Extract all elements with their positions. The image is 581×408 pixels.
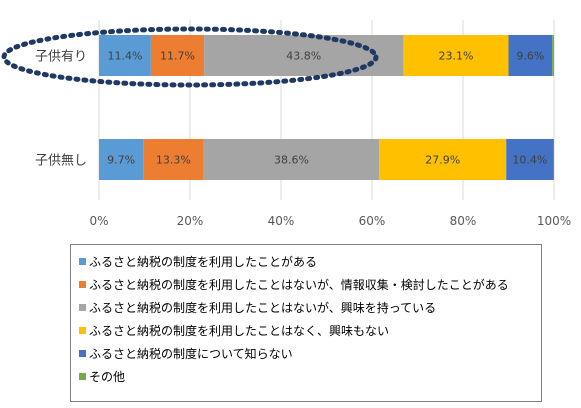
legend-label: ふるさと納税の制度を利用したことがある	[89, 255, 318, 269]
bar-segment	[552, 35, 554, 76]
bar-segment	[143, 139, 204, 180]
legend-swatch	[79, 281, 86, 288]
legend-swatch	[79, 327, 86, 334]
legend-swatch	[79, 373, 86, 380]
category-label: 子供有り	[35, 50, 87, 65]
legend-item: ふるさと納税の制度を利用したことはなく、興味もない	[79, 319, 541, 342]
data-label: 38.6%	[274, 154, 309, 167]
legend-swatch	[79, 304, 86, 311]
legend-swatch	[79, 350, 86, 357]
category-label: 子供無し	[35, 154, 87, 169]
legend: ふるさと納税の制度を利用したことがあるふるさと納税の制度を利用したことはないが、…	[70, 244, 542, 402]
x-tick-label: 80%	[450, 214, 477, 228]
highlight-annotation	[1, 26, 379, 88]
legend-item: ふるさと納税の制度を利用したことがある	[79, 250, 541, 273]
data-label: 27.9%	[425, 154, 460, 167]
stacked-bar-chart: 11.4% 11.7% 43.8% 23.1% 9.6% 9.7% 13.3% 38.6% 27…	[1, 20, 571, 228]
legend-label: ふるさと納税の制度を利用したことはなく、興味もない	[89, 324, 390, 338]
bar-segment	[150, 35, 205, 76]
bar-segment	[204, 35, 404, 76]
legend-item: その他	[79, 365, 541, 388]
x-tick-label: 100%	[537, 214, 571, 228]
data-label: 43.8%	[286, 50, 321, 63]
x-tick-label: 60%	[359, 214, 386, 228]
data-label: 9.7%	[107, 154, 135, 167]
legend-label: ふるさと納税の制度を利用したことはないが、興味を持っている	[89, 301, 437, 315]
legend-item: ふるさと納税の制度を利用したことはないが、情報収集・検討したことがある	[79, 273, 541, 296]
legend-item: ふるさと納税の制度について知らない	[79, 342, 541, 365]
data-label: 11.4%	[107, 50, 142, 63]
legend-swatch	[79, 258, 86, 265]
bar-segment	[99, 139, 144, 180]
bar-segment	[99, 35, 151, 76]
x-tick-label: 0%	[89, 214, 108, 228]
bars	[99, 35, 554, 180]
legend-label: ふるさと納税の制度を利用したことはないが、情報収集・検討したことがある	[89, 278, 509, 292]
bar-segment	[203, 139, 380, 180]
data-labels: 11.4% 11.7% 43.8% 23.1% 9.6% 9.7% 13.3% 38.6% 27…	[107, 50, 547, 167]
dashed-ellipse-annotation	[1, 26, 379, 88]
legend-label: ふるさと納税の制度について知らない	[89, 347, 293, 361]
bar-segment	[379, 139, 507, 180]
data-label: 11.7%	[160, 50, 195, 63]
x-tick-label: 20%	[177, 214, 204, 228]
bar-segment	[508, 35, 553, 76]
legend-item: ふるさと納税の制度を利用したことはないが、興味を持っている	[79, 296, 541, 319]
x-axis-ticks: 0% 20% 40% 60% 80% 100%	[89, 214, 571, 228]
x-tick-label: 40%	[268, 214, 295, 228]
bar-segment	[506, 139, 554, 180]
data-label: 9.6%	[516, 50, 544, 63]
bar-segment	[403, 35, 509, 76]
data-label: 23.1%	[438, 50, 473, 63]
data-label: 13.3%	[156, 154, 191, 167]
legend-label: その他	[89, 370, 126, 384]
data-label: 10.4%	[512, 154, 547, 167]
